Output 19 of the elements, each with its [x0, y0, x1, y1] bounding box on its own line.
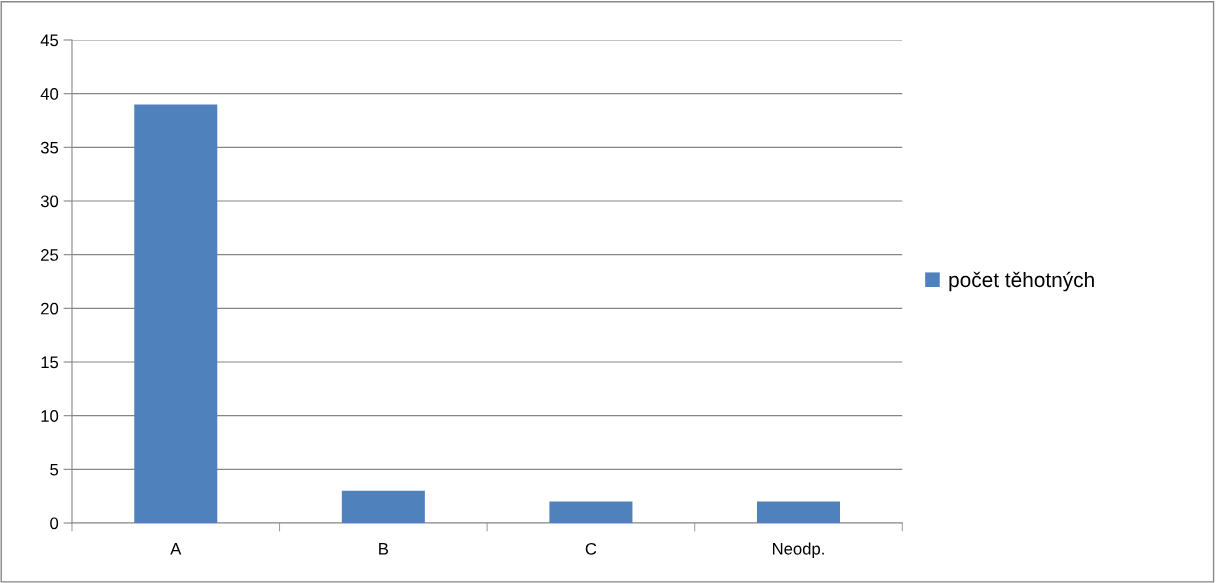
bar [341, 490, 425, 524]
y-tick-label: 0 [50, 517, 59, 530]
y-tick-label: 5 [50, 463, 59, 476]
y-tick-label: 10 [41, 410, 59, 422]
y-tick-label: 20 [41, 302, 59, 315]
x-tick-label: B [379, 543, 389, 555]
y-tick-label: 25 [41, 249, 59, 261]
y-tick-label: 35 [40, 141, 59, 154]
legend-label: počet těhotných [949, 271, 1094, 292]
x-tick-label: A [170, 543, 182, 555]
bar [549, 501, 633, 524]
y-tick-label: 30 [40, 195, 59, 208]
x-tick-label: C [585, 542, 597, 555]
bar [134, 104, 218, 524]
y-tick-label: 45 [40, 34, 59, 47]
y-tick-label: 15 [41, 356, 59, 369]
bar [756, 501, 840, 524]
y-tick-label: 40 [40, 88, 59, 100]
x-tick-label: Neodp. [772, 542, 824, 558]
